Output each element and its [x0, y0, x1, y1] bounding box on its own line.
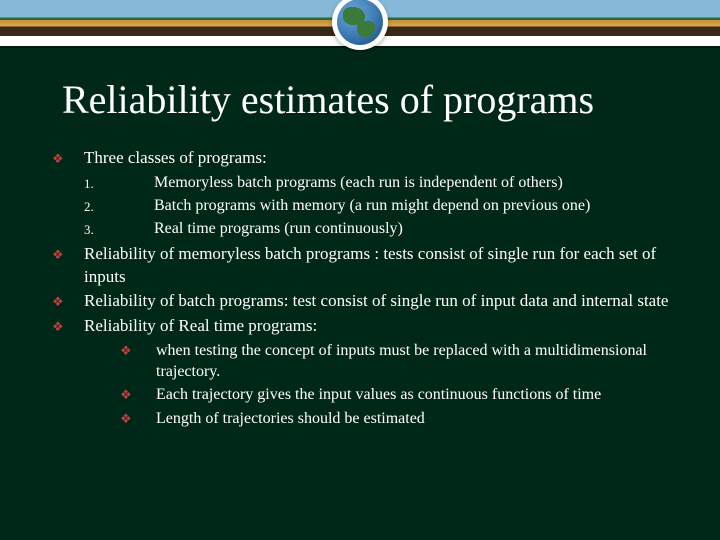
diamond-bullet-icon: ❖: [52, 319, 64, 334]
bullet-item: ❖ Reliability of batch programs: test co…: [50, 290, 670, 313]
bullet-text: Three classes of programs:: [84, 147, 670, 170]
diamond-bullet-icon: ❖: [52, 151, 64, 166]
slide-content: ❖ Three classes of programs: 1. Memoryle…: [50, 147, 670, 430]
numbered-item: 2. Batch programs with memory (a run mig…: [50, 195, 670, 216]
numbered-text: Batch programs with memory (a run might …: [154, 195, 670, 216]
slide-body: Reliability estimates of programs ❖ Thre…: [0, 48, 720, 452]
numbered-item: 1. Memoryless batch programs (each run i…: [50, 172, 670, 193]
diamond-bullet-icon: ❖: [52, 247, 64, 262]
bullet-item: ❖ Reliability of memoryless batch progra…: [50, 243, 670, 288]
slide-title: Reliability estimates of programs: [62, 76, 670, 123]
sub-bullet-item: ❖ when testing the concept of inputs mus…: [50, 340, 670, 382]
numbered-item: 3. Real time programs (run continuously): [50, 218, 670, 239]
numbered-text: Memoryless batch programs (each run is i…: [154, 172, 670, 193]
diamond-bullet-icon: ❖: [52, 294, 64, 309]
list-number: 2.: [84, 195, 154, 216]
header-banner: [0, 0, 720, 48]
bullet-item: ❖ Reliability of Real time programs:: [50, 315, 670, 338]
globe-logo: [332, 0, 388, 50]
bullet-item: ❖ Three classes of programs:: [50, 147, 670, 170]
sub-bullet-item: ❖ Length of trajectories should be estim…: [50, 408, 670, 430]
bullet-text: Reliability of Real time programs:: [84, 315, 670, 338]
nested-sublist: ❖ when testing the concept of inputs mus…: [50, 340, 670, 430]
numbered-text: Real time programs (run continuously): [154, 218, 670, 239]
list-number: 1.: [84, 172, 154, 193]
list-number: 3.: [84, 218, 154, 239]
sub-bullet-text: Each trajectory gives the input values a…: [156, 384, 670, 406]
diamond-bullet-icon: ❖: [120, 411, 132, 426]
diamond-bullet-icon: ❖: [120, 387, 132, 402]
bullet-text: Reliability of memoryless batch programs…: [84, 243, 670, 288]
sub-bullet-item: ❖ Each trajectory gives the input values…: [50, 384, 670, 406]
sub-bullet-text: when testing the concept of inputs must …: [156, 340, 670, 382]
bullet-text: Reliability of batch programs: test cons…: [84, 290, 670, 313]
diamond-bullet-icon: ❖: [120, 343, 132, 358]
sub-bullet-text: Length of trajectories should be estimat…: [156, 408, 670, 430]
numbered-sublist: 1. Memoryless batch programs (each run i…: [50, 172, 670, 239]
